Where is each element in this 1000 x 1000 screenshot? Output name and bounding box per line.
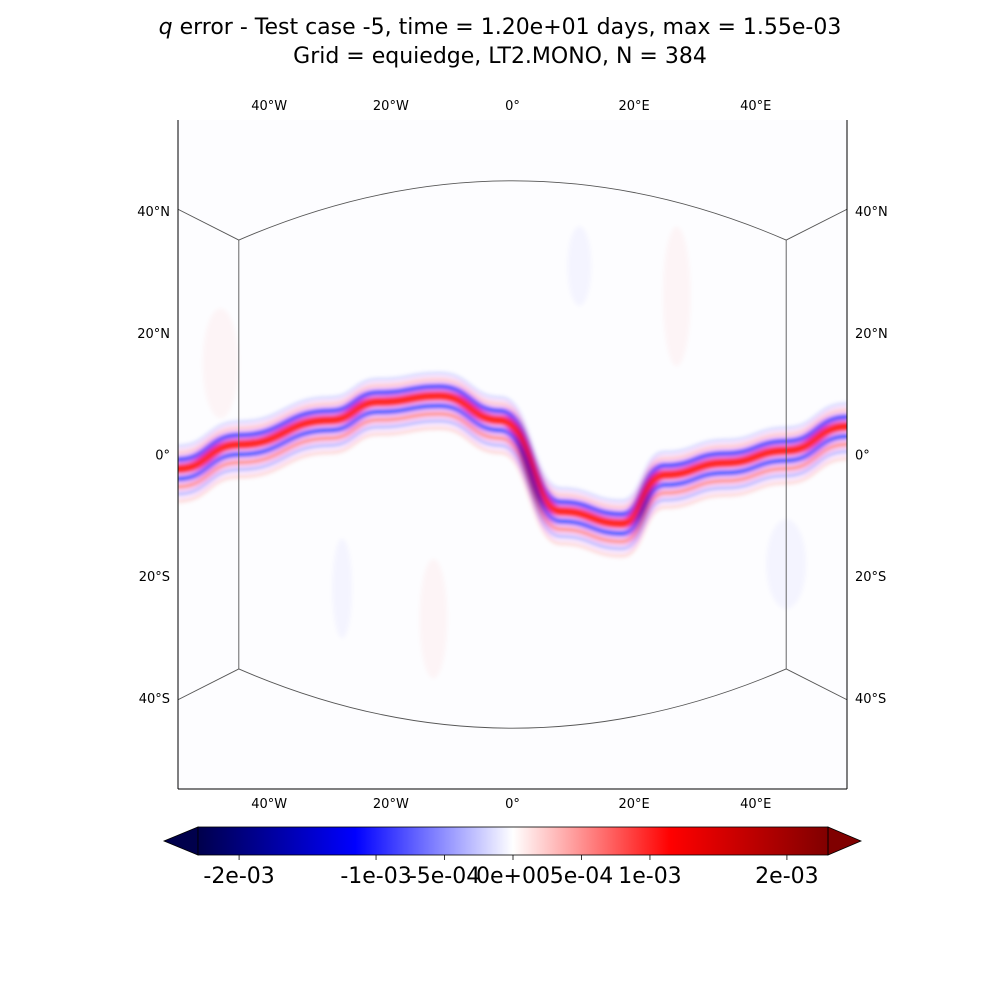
colorbar-tick-label-6: 2e-03 bbox=[755, 864, 818, 889]
lon-tick-label-bottom-3: 20°E bbox=[619, 797, 650, 812]
panel-edge-south bbox=[238, 668, 787, 729]
lat-tick-label-right-2: 0° bbox=[855, 449, 870, 464]
lon-tick-label-top-0: 40°W bbox=[251, 99, 287, 114]
lat-tick-label-left-1: 20°N bbox=[137, 327, 170, 342]
colorbar-tick-label-3: 0e+00 bbox=[476, 864, 550, 889]
panel-edge-nw bbox=[178, 208, 240, 241]
lat-tick-label-left-4: 40°S bbox=[139, 692, 170, 707]
lon-tick-label-bottom-4: 40°E bbox=[740, 797, 771, 812]
error-lobe-0 bbox=[203, 308, 239, 418]
error-band-strand-6 bbox=[178, 418, 847, 551]
lat-tick-label-left-0: 40°N bbox=[137, 205, 170, 220]
axis-ticks: 40°W 40°W 20°W 20°W 0° 0° 20°E 20°E 40°E 40°E 40°N… bbox=[137, 99, 888, 812]
lon-tick-label-bottom-1: 20°W bbox=[373, 797, 409, 812]
panel-edge-se bbox=[785, 668, 847, 701]
error-lobe-2 bbox=[332, 538, 352, 638]
panel-edge-north bbox=[238, 180, 787, 241]
lon-tick-label-bottom-2: 0° bbox=[505, 797, 520, 812]
error-field bbox=[178, 226, 847, 679]
lat-tick-label-right-4: 40°S bbox=[855, 692, 886, 707]
colorbar-tick-label-1: -1e-03 bbox=[340, 864, 411, 889]
colorbar-tick-label-0: -2e-03 bbox=[203, 864, 274, 889]
colorbar-bar bbox=[198, 827, 828, 855]
error-band-strand-5 bbox=[178, 411, 847, 545]
lat-tick-label-right-3: 20°S bbox=[855, 570, 886, 585]
colorbar-tick-label-4: 5e-04 bbox=[550, 864, 613, 889]
error-lobe-1 bbox=[419, 559, 447, 679]
colorbar-tick-label-5: 1e-03 bbox=[618, 864, 681, 889]
colorbar-tick-label-2: -5e-04 bbox=[409, 864, 480, 889]
chart-subtitle: Grid = equiedge, LT2.MONO, N = 384 bbox=[293, 44, 707, 69]
panel-edge-sw bbox=[178, 668, 240, 701]
error-band-strand-0 bbox=[178, 372, 847, 504]
lon-tick-label-bottom-0: 40°W bbox=[251, 797, 287, 812]
lon-tick-label-top-1: 20°W bbox=[373, 99, 409, 114]
error-lobe-3 bbox=[663, 226, 691, 366]
error-band-strand-4 bbox=[178, 402, 847, 537]
error-band-strand-7 bbox=[178, 426, 847, 558]
cubed-sphere-panel-edges bbox=[178, 180, 847, 729]
lon-tick-label-top-4: 40°E bbox=[740, 99, 771, 114]
colorbar-extend-high bbox=[827, 826, 863, 856]
chart-title: q error - Test case -5, time = 1.20e+01 … bbox=[0, 15, 1000, 41]
lon-tick-label-top-3: 20°E bbox=[619, 99, 650, 114]
lat-tick-label-left-2: 0° bbox=[155, 449, 170, 464]
lat-tick-label-right-0: 40°N bbox=[855, 205, 888, 220]
lon-tick-label-top-2: 0° bbox=[505, 99, 520, 114]
title-line1: error - Test case -5, time = 1.20e+01 da… bbox=[172, 15, 842, 40]
lat-tick-label-left-3: 20°S bbox=[139, 570, 170, 585]
colorbar-extend-low bbox=[162, 826, 199, 856]
error-lobe-4 bbox=[567, 226, 591, 306]
panel-edge-ne bbox=[785, 208, 847, 241]
title-variable: q bbox=[158, 15, 173, 40]
error-band-strand-3 bbox=[178, 391, 847, 529]
lat-tick-label-right-1: 20°N bbox=[855, 327, 888, 342]
